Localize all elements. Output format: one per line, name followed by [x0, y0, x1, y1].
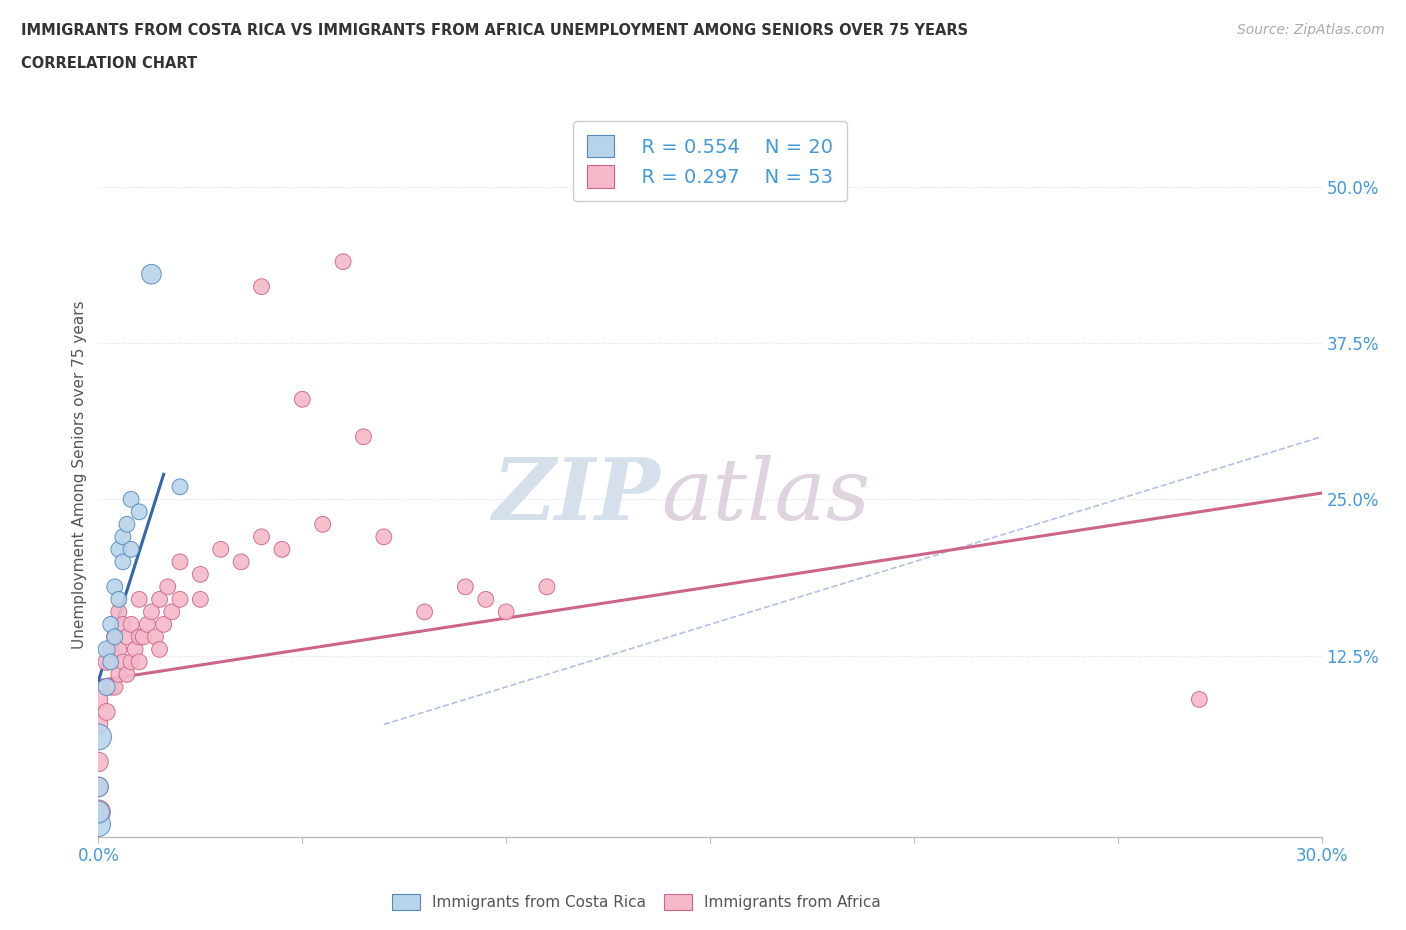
Point [536, 579, 558, 594]
Point [87, 779, 110, 794]
Point [128, 655, 150, 670]
Point [115, 630, 138, 644]
Text: Source: ZipAtlas.com: Source: ZipAtlas.com [1237, 23, 1385, 37]
Point [87, 817, 110, 832]
Point [104, 630, 127, 644]
Point [100, 680, 122, 695]
Point [96, 655, 118, 670]
Point [128, 504, 150, 519]
Legend: Immigrants from Costa Rica, Immigrants from Africa: Immigrants from Costa Rica, Immigrants f… [387, 888, 887, 916]
Point [87, 717, 110, 732]
Point [87, 754, 110, 769]
Point [152, 617, 174, 631]
Point [111, 554, 134, 569]
Point [115, 517, 138, 532]
Point [87, 692, 110, 707]
Point [108, 642, 131, 657]
Point [111, 617, 134, 631]
Point [96, 642, 118, 657]
Point [96, 680, 118, 695]
Point [141, 604, 163, 619]
Point [160, 604, 183, 619]
Point [87, 729, 110, 744]
Point [209, 542, 232, 557]
Point [120, 492, 142, 507]
Point [352, 430, 374, 445]
Point [87, 804, 110, 819]
Point [145, 630, 167, 644]
Point [1188, 692, 1211, 707]
Point [312, 517, 335, 532]
Point [87, 779, 110, 794]
Point [120, 655, 142, 670]
Text: atlas: atlas [661, 455, 870, 538]
Point [188, 591, 212, 606]
Point [128, 591, 150, 606]
Point [149, 591, 172, 606]
Point [108, 604, 131, 619]
Point [136, 617, 159, 631]
Point [474, 591, 498, 606]
Point [373, 529, 395, 544]
Point [332, 254, 354, 269]
Point [124, 642, 146, 657]
Point [141, 267, 163, 282]
Point [169, 591, 191, 606]
Point [250, 529, 273, 544]
Point [188, 567, 212, 582]
Point [115, 667, 138, 682]
Point [104, 579, 127, 594]
Point [100, 655, 122, 670]
Point [108, 667, 131, 682]
Point [231, 554, 253, 569]
Point [120, 542, 142, 557]
Point [169, 479, 191, 494]
Point [108, 542, 131, 557]
Point [120, 617, 142, 631]
Point [169, 554, 191, 569]
Point [156, 579, 179, 594]
Y-axis label: Unemployment Among Seniors over 75 years: Unemployment Among Seniors over 75 years [72, 300, 87, 648]
Text: ZIP: ZIP [494, 455, 661, 538]
Point [128, 630, 150, 644]
Text: IMMIGRANTS FROM COSTA RICA VS IMMIGRANTS FROM AFRICA UNEMPLOYMENT AMONG SENIORS : IMMIGRANTS FROM COSTA RICA VS IMMIGRANTS… [21, 23, 969, 38]
Point [111, 529, 134, 544]
Point [270, 542, 294, 557]
Point [250, 279, 273, 294]
Point [104, 680, 127, 695]
Point [149, 642, 172, 657]
Point [132, 630, 155, 644]
Point [495, 604, 517, 619]
Point [100, 642, 122, 657]
Point [87, 804, 110, 819]
Point [111, 655, 134, 670]
Point [100, 617, 122, 631]
Point [413, 604, 436, 619]
Text: CORRELATION CHART: CORRELATION CHART [21, 56, 197, 71]
Point [454, 579, 477, 594]
Point [104, 630, 127, 644]
Point [291, 392, 314, 406]
Point [96, 705, 118, 720]
Point [108, 591, 131, 606]
